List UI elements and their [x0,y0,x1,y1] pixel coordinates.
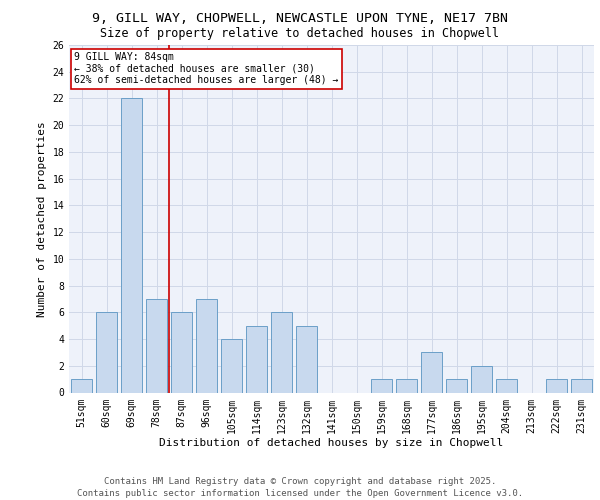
Bar [496,379,517,392]
Bar [421,352,442,393]
Bar [446,379,467,392]
Bar [571,379,592,392]
Bar [171,312,192,392]
Text: Contains HM Land Registry data © Crown copyright and database right 2025.
Contai: Contains HM Land Registry data © Crown c… [77,476,523,498]
Bar [546,379,567,392]
Text: Size of property relative to detached houses in Chopwell: Size of property relative to detached ho… [101,28,499,40]
Bar [221,339,242,392]
X-axis label: Distribution of detached houses by size in Chopwell: Distribution of detached houses by size … [160,438,503,448]
Bar [96,312,117,392]
Bar [296,326,317,392]
Bar [471,366,492,392]
Bar [246,326,267,392]
Bar [371,379,392,392]
Bar [71,379,92,392]
Bar [121,98,142,393]
Bar [271,312,292,392]
Text: 9 GILL WAY: 84sqm
← 38% of detached houses are smaller (30)
62% of semi-detached: 9 GILL WAY: 84sqm ← 38% of detached hous… [74,52,338,85]
Bar [146,299,167,392]
Bar [396,379,417,392]
Bar [196,299,217,392]
Y-axis label: Number of detached properties: Number of detached properties [37,121,47,316]
Text: 9, GILL WAY, CHOPWELL, NEWCASTLE UPON TYNE, NE17 7BN: 9, GILL WAY, CHOPWELL, NEWCASTLE UPON TY… [92,12,508,26]
